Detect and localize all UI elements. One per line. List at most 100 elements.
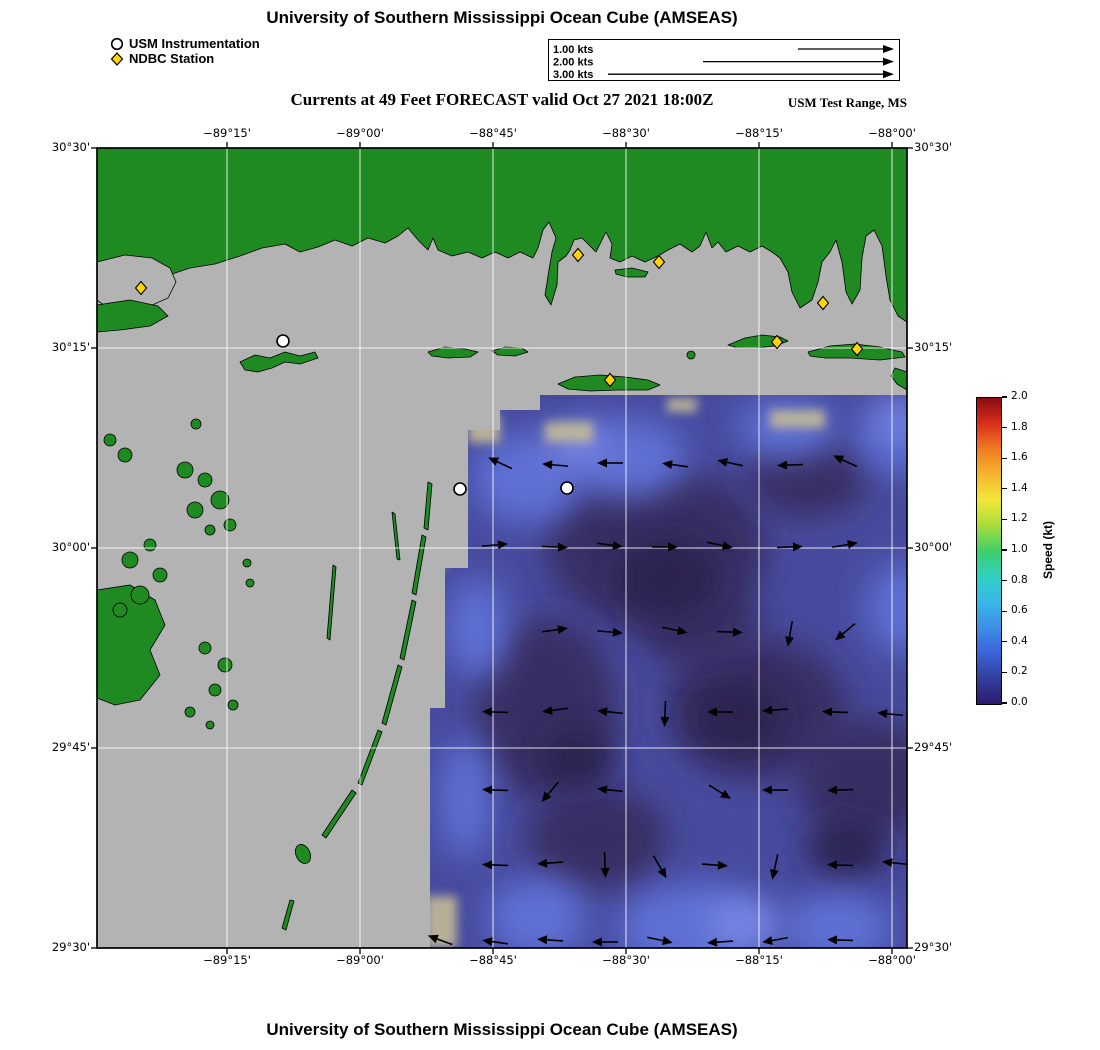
colorbar-tick-label: 1.0 [1011, 543, 1028, 555]
current-vector-arrow [600, 851, 610, 878]
colorbar-tick [1002, 702, 1007, 704]
marsh-island [112, 602, 128, 618]
marsh-island [204, 524, 216, 536]
current-vector-arrow [597, 707, 624, 717]
marsh-island [143, 538, 157, 552]
inner-sliver-1 [326, 564, 337, 641]
current-vector-arrow [707, 937, 734, 947]
lat-tick-label-left: 30°15' [51, 340, 90, 354]
marsh-island [121, 551, 139, 569]
chandeleur-2 [411, 534, 427, 596]
colorbar-tick-label: 0.6 [1011, 604, 1028, 617]
marsh-island [242, 558, 252, 568]
current-vector-arrow [827, 935, 854, 945]
colorbar-tick-label: 1.4 [1011, 481, 1028, 494]
current-vector-arrow [833, 455, 858, 468]
current-vector-arrow [716, 627, 743, 637]
marsh-island [130, 585, 150, 605]
chandeleur-6 [321, 789, 357, 839]
stations [134, 247, 864, 496]
current-vector-arrow [662, 460, 688, 470]
chandeleur-7 [294, 844, 312, 864]
current-vector-arrow [660, 700, 670, 727]
current-vector-arrow [427, 934, 453, 946]
current-vector-arrow [481, 540, 508, 550]
current-vector-arrow [707, 707, 733, 717]
lat-tick-label-left: 29°30' [51, 940, 90, 954]
marsh-island [184, 706, 196, 718]
scale-arrow-head [883, 57, 894, 66]
reference-arrow-box: 1.00 kts 2.00 kts 3.00 kts [548, 39, 900, 81]
colorbar-tick [1002, 427, 1007, 429]
current-vector-arrow [537, 935, 564, 945]
ndbc-station-marker [770, 334, 784, 350]
colorbar-tick-label: 0.4 [1011, 634, 1028, 647]
lon-tick-label-top: −88°45' [469, 126, 517, 140]
scale-arrow-label: 3.00 kts [553, 69, 593, 79]
marsh-island [186, 501, 204, 519]
chandeleur-8 [281, 899, 295, 931]
colorbar-tick [1002, 610, 1007, 612]
chandeleur-5 [357, 729, 383, 786]
current-vector-arrow [542, 705, 568, 715]
island-ship-east [491, 346, 529, 357]
lat-tick-label-left: 29°45' [51, 740, 90, 754]
island-round [686, 350, 696, 360]
current-vector-arrow [827, 785, 854, 795]
chandeleur-1 [423, 481, 433, 531]
scale-arrow-label: 1.00 kts [553, 44, 593, 56]
marsh-island [227, 699, 239, 711]
current-vector-arrow [708, 784, 732, 799]
scale-arrow-label: 2.00 kts [553, 57, 593, 69]
marsh-island [208, 683, 222, 697]
colorbar-tick-label: 1.8 [1011, 420, 1028, 433]
current-vectors [427, 455, 909, 947]
ndbc-station-marker [571, 247, 585, 263]
current-vector-arrow [717, 457, 743, 467]
chandeleur-4 [381, 664, 403, 726]
marsh-island [190, 418, 202, 430]
colorbar-tick-label: 0.0 [1011, 696, 1028, 708]
current-vector-arrow [882, 858, 909, 868]
colorbar-tick [1002, 549, 1007, 551]
marsh-island [198, 641, 212, 655]
graticule [97, 148, 907, 948]
lon-tick-label-bottom: −88°15' [735, 953, 783, 967]
legend: USM Instrumentation NDBC Station [110, 36, 260, 66]
coastal-peninsula [96, 299, 169, 333]
current-vector-arrow [597, 785, 624, 795]
lat-tick-label-left: 30°00' [51, 540, 90, 554]
current-vector-arrow [769, 854, 779, 880]
circle-marker-icon [110, 37, 124, 50]
region-label: USM Test Range, MS [787, 95, 907, 110]
diamond-marker-icon [110, 51, 124, 66]
page-title-bottom: University of Southern Mississippi Ocean… [266, 1020, 738, 1039]
colorbar-tick-label: 1.6 [1011, 451, 1028, 464]
current-vector-arrow [596, 627, 623, 637]
current-vector-arrow [762, 785, 788, 795]
current-vector-arrow [541, 542, 568, 552]
colorbar-gradient [977, 398, 1001, 704]
current-vector-arrow [762, 936, 788, 945]
chandeleur-3 [399, 599, 417, 661]
current-vector-arrow [652, 855, 667, 879]
current-vector-arrow [827, 860, 854, 870]
lon-tick-label-bottom: −89°15' [203, 953, 251, 967]
current-vector-arrow [482, 785, 509, 795]
current-vector-arrow [707, 541, 733, 551]
lat-tick-label-right: 30°30' [914, 140, 953, 154]
colorbar-label-wrap: Speed (kt) [1038, 397, 1058, 703]
current-vector-arrow [877, 709, 904, 719]
lat-tick-label-right: 30°15' [914, 340, 953, 354]
legend-item-usm: USM Instrumentation [110, 36, 260, 51]
lon-tick-label-top: −88°15' [735, 126, 783, 140]
page-title-top: University of Southern Mississippi Ocean… [266, 8, 738, 27]
current-vector-arrow [482, 937, 508, 947]
usm-station-marker [560, 481, 574, 495]
ndbc-station-marker [603, 372, 617, 388]
current-vector-arrow [835, 623, 856, 641]
current-vector-arrow [832, 540, 858, 549]
current-vector-arrow [652, 542, 678, 552]
colorbar-tick [1002, 671, 1007, 674]
